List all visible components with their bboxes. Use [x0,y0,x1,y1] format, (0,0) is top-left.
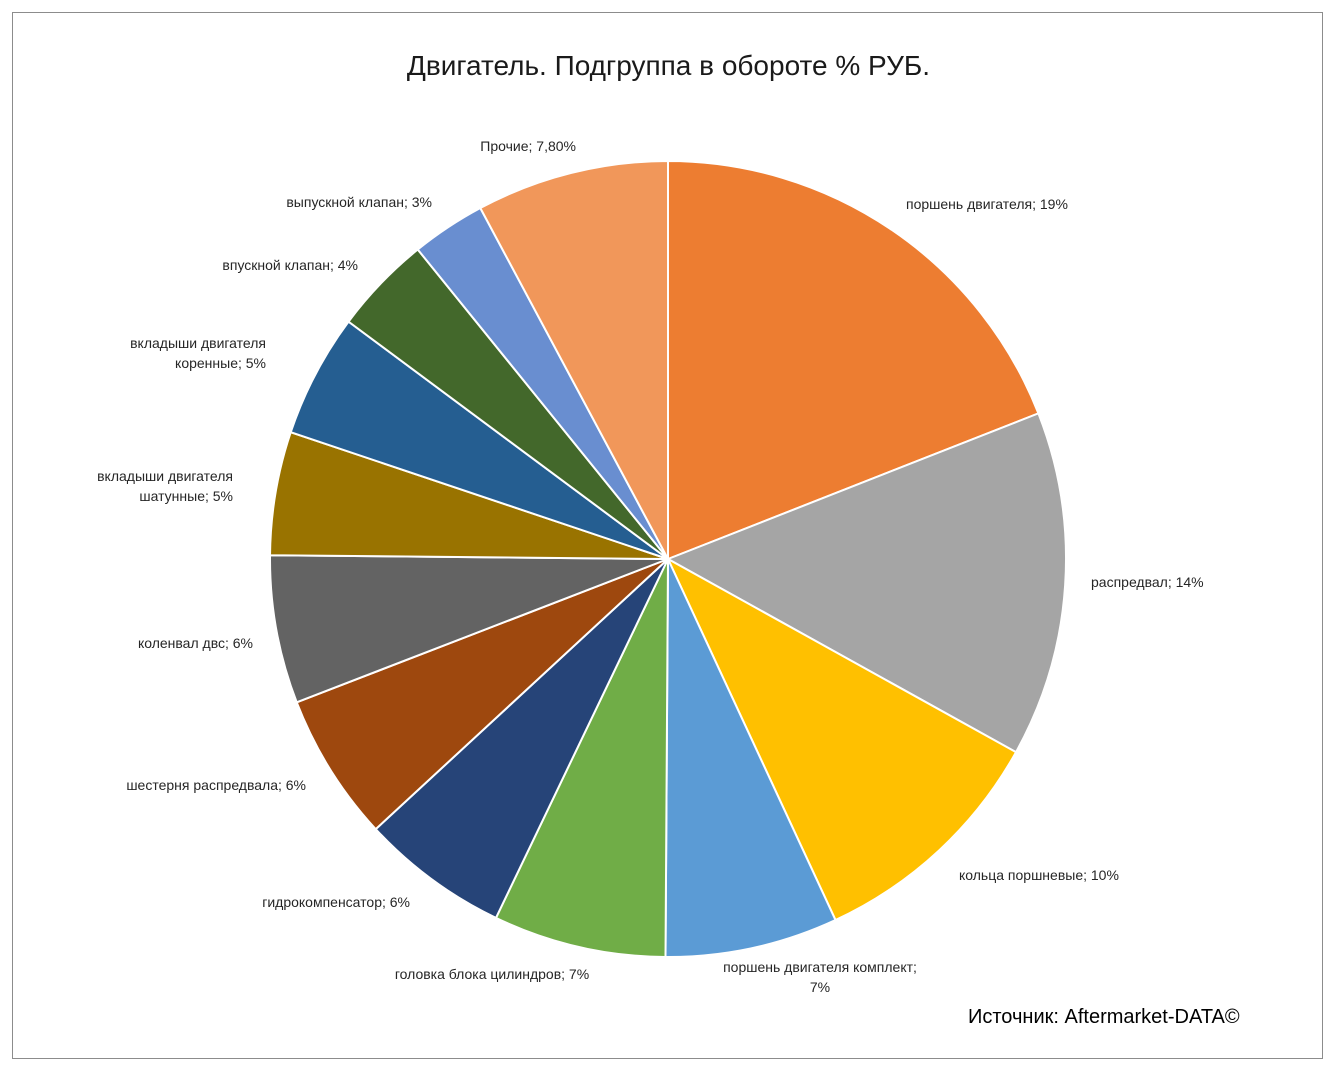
pie-slice [494,558,669,958]
pie-slice [374,558,669,920]
pie-slice [665,412,1067,754]
slice-label: кольца поршневые; 10% [959,867,1119,883]
slice-label: головка блока цилиндров; 7% [395,966,589,982]
pie-slice [295,558,669,831]
pie-slice [665,556,1018,922]
slice-label: впускной клапан; 4% [222,257,358,273]
chart-title: Двигатель. Подгруппа в обороте % РУБ. [406,50,931,81]
slice-label: шестерня распредвала; 6% [126,777,306,793]
pie-slice [664,558,837,958]
slice-label: распредвал; 14% [1091,574,1204,590]
slice-label: коленвал двс; 6% [138,635,253,651]
slice-label: вкладыши двигателя коренные; 5% [130,335,266,371]
slice-label: вкладыши двигателя шатунные; 5% [97,468,233,504]
slice-label: поршень двигателя; 19% [906,196,1068,212]
source-credit: Источник: Aftermarket-DATA© [968,1006,1240,1028]
slice-label: выпускной клапан; 3% [286,194,432,210]
pie-slice [478,159,669,560]
slice-label: Прочие; 7,80% [480,138,576,154]
pie-slice [269,554,669,704]
pie-slice [667,159,1040,561]
slice-label: гидрокомпенсатор; 6% [262,894,410,910]
slice-label: поршень двигателя комплект; 7% [723,959,917,995]
